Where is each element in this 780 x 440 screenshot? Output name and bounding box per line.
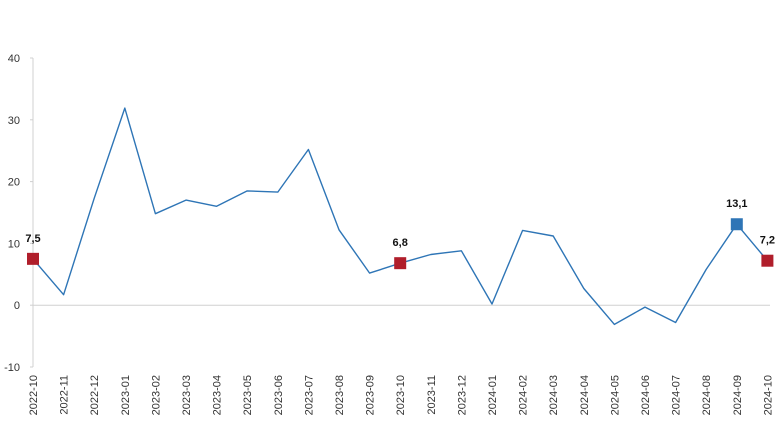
data-point <box>552 235 554 237</box>
x-tick-label: 2023-07 <box>303 375 315 415</box>
x-tick-label: 2022-10 <box>28 375 40 415</box>
data-label: 7,5 <box>25 233 40 245</box>
y-tick-label: -10 <box>4 362 20 374</box>
y-tick-label: 30 <box>8 115 20 127</box>
x-tick-label: 2024-10 <box>762 375 774 415</box>
highlight-marker <box>730 218 743 231</box>
data-label: 13,1 <box>726 198 747 210</box>
data-point <box>62 293 64 295</box>
highlight-marker <box>761 254 774 267</box>
x-tick-label: 2024-06 <box>640 375 652 415</box>
x-axis-tick-labels: 2022-10 2022-11 2022-12 2023-01 2023-02 2023-… <box>28 375 774 415</box>
data-point <box>307 148 309 150</box>
x-tick-label: 2024-08 <box>701 375 713 415</box>
x-tick-label: 2023-08 <box>334 375 346 415</box>
data-point <box>674 321 676 323</box>
data-point <box>613 323 615 325</box>
x-tick-label: 2023-05 <box>242 375 254 415</box>
y-axis-tick-labels: -10 0 10 20 30 40 <box>4 53 20 374</box>
data-point <box>368 272 370 274</box>
data-point <box>246 190 248 192</box>
x-tick-label: 2023-09 <box>365 375 377 415</box>
series-line <box>32 107 768 326</box>
x-tick-label: 2022-11 <box>59 375 71 415</box>
x-tick-label: 2023-01 <box>120 375 132 415</box>
x-tick-label: 2023-10 <box>395 375 407 415</box>
data-label: 6,8 <box>393 237 408 249</box>
data-point <box>491 303 493 305</box>
data-point <box>521 229 523 231</box>
x-tick-label: 2024-02 <box>518 375 530 415</box>
x-tick-label: 2023-03 <box>181 375 193 415</box>
data-point <box>93 197 95 199</box>
x-tick-label: 2024-05 <box>609 375 621 415</box>
highlight-marker <box>27 252 39 265</box>
data-point <box>583 287 585 289</box>
data-point <box>705 268 707 270</box>
y-tick-label: 40 <box>8 53 20 65</box>
x-tick-label: 2024-03 <box>548 375 560 415</box>
x-tick-label: 2024-01 <box>487 375 499 415</box>
data-point <box>460 250 462 252</box>
x-tick-label: 2023-02 <box>150 375 162 415</box>
data-point <box>430 253 432 255</box>
x-tick-label: 2023-11 <box>426 375 438 415</box>
x-tick-label: 2022-12 <box>89 375 101 415</box>
x-tick-label: 2024-04 <box>579 375 591 415</box>
y-tick-label: 0 <box>14 300 20 312</box>
data-label: 7,2 <box>760 235 775 247</box>
data-point <box>338 229 340 231</box>
data-point <box>185 199 187 201</box>
data-point <box>644 306 646 308</box>
x-tick-label: 2024-09 <box>732 375 744 415</box>
chart-axes <box>30 57 770 368</box>
data-point <box>124 107 126 109</box>
data-point <box>277 191 279 193</box>
x-tick-label: 2023-04 <box>212 375 224 415</box>
y-tick-label: 10 <box>8 238 20 250</box>
y-tick-label: 20 <box>8 177 20 189</box>
highlight-markers: 7,5 6,8 13,1 7,2 <box>25 198 775 270</box>
x-tick-label: 2024-07 <box>671 375 683 415</box>
x-tick-label: 2023-06 <box>273 375 285 415</box>
series-layer <box>32 107 768 326</box>
data-point <box>154 213 156 215</box>
data-point <box>215 205 217 207</box>
x-tick-label: 2023-12 <box>456 375 468 415</box>
highlight-marker <box>394 257 407 270</box>
